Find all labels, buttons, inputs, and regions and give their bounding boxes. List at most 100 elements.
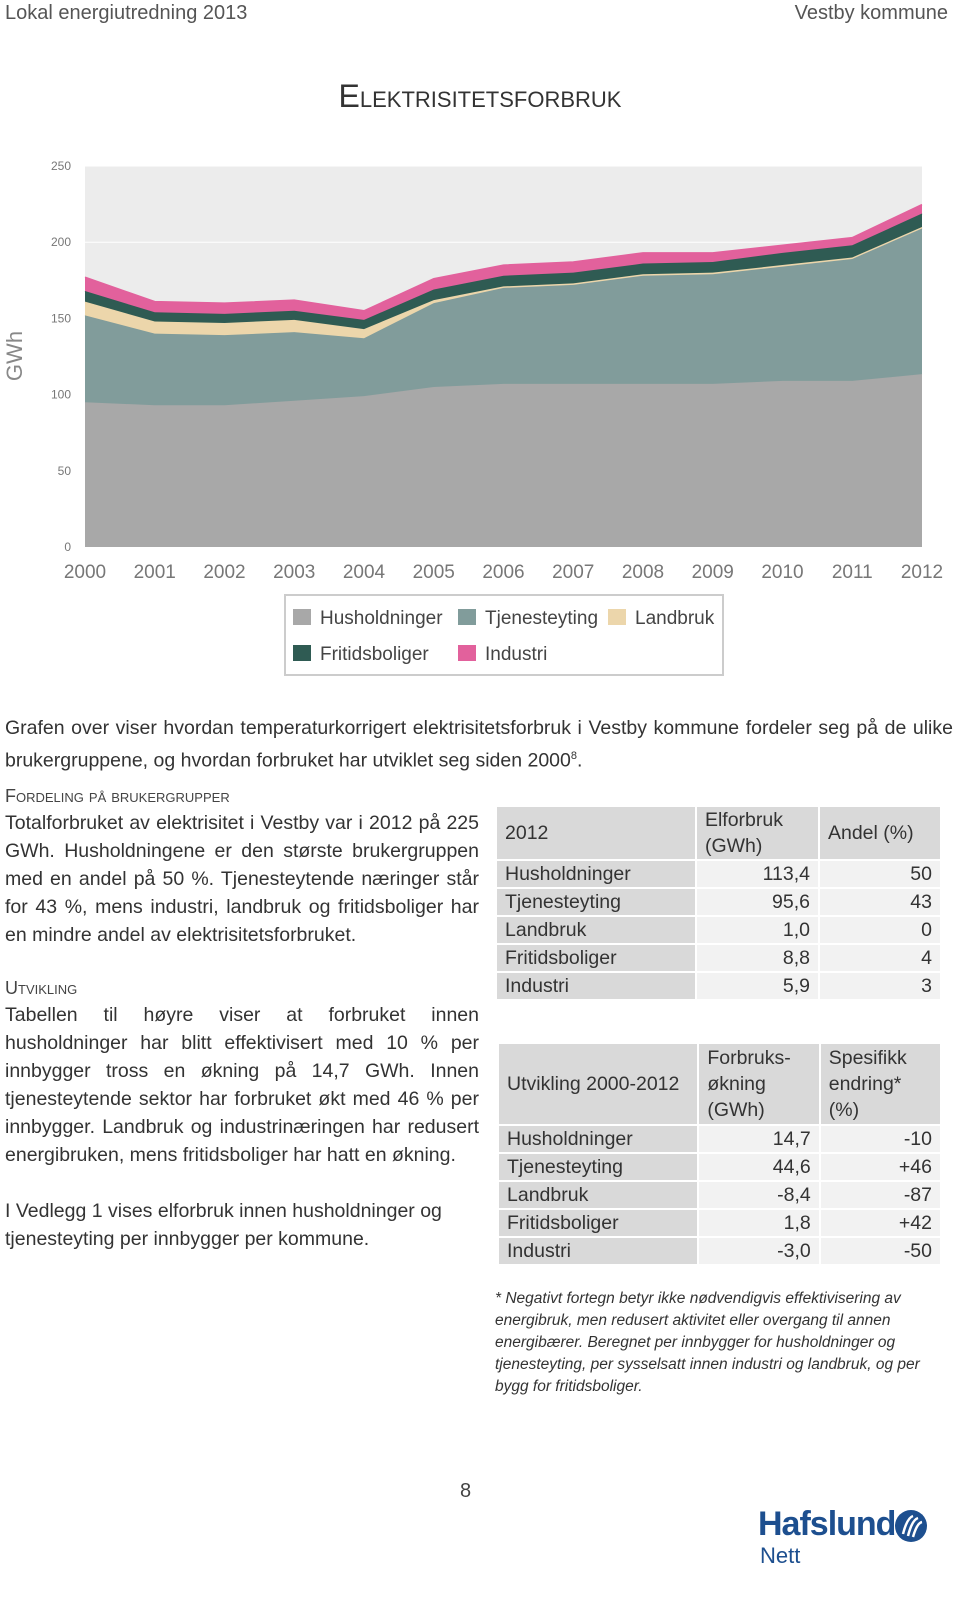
row: Husholdninger 14,7 -10	[496, 1124, 943, 1154]
value-cell: 1,0	[694, 915, 820, 945]
x-tick-label: 2008	[622, 562, 664, 583]
x-tick-label: 2007	[552, 562, 594, 583]
label-cell: Fritidsboliger	[496, 1208, 700, 1238]
label-cell: Industri	[495, 971, 697, 1001]
logo-icon	[895, 1510, 927, 1542]
row: Tjenesteyting 95,6 43	[495, 887, 943, 917]
label-cell: Industri	[496, 1236, 700, 1266]
y-tick-label: 0	[64, 540, 71, 554]
value-cell: 113,4	[694, 859, 820, 889]
row: Husholdninger 113,4 50	[495, 859, 943, 889]
area-fill	[85, 204, 922, 320]
section-heading: Utvikling	[5, 978, 78, 998]
paragraph: Totalforbruket av elektrisitet i Vestby …	[5, 812, 479, 946]
intro-text: Grafen over viser hvordan temperaturkorr…	[5, 717, 953, 772]
legend-label: Landbruk	[635, 608, 715, 629]
y-tick-label: 150	[51, 311, 71, 325]
section-heading: Fordeling på brukergrupper	[5, 786, 230, 806]
header-left: Lokal energiutredning 2013	[5, 2, 248, 24]
table-consumption: 2012 Elforbruk (GWh) Andel (%) Husholdninge…	[495, 805, 943, 1001]
x-tick-label: 2000	[64, 562, 106, 583]
row: Fritidsboliger 1,8 +42	[496, 1208, 943, 1238]
x-tick-label: 2011	[832, 562, 873, 583]
y-tick-label: 100	[51, 388, 71, 402]
left-column: Fordeling på brukergrupper Totalforbruke…	[5, 783, 479, 1253]
x-tick-label: 2005	[413, 562, 455, 583]
value-cell: 4	[817, 943, 943, 973]
area-fill	[85, 374, 922, 547]
header-cell: Spesifikk endring* (%)	[818, 1042, 943, 1126]
legend-label: Husholdninger	[320, 608, 443, 629]
label-cell: Tjenesteyting	[495, 887, 697, 917]
area-fill	[85, 226, 922, 339]
value-cell: +42	[818, 1208, 943, 1238]
header-cell: Forbruks- økning (GWh)	[697, 1042, 821, 1126]
y-tick-label: 200	[51, 235, 71, 249]
value-cell: 50	[817, 859, 943, 889]
value-cell: 5,9	[694, 971, 820, 1001]
x-tick-label: 2012	[901, 562, 943, 583]
value-cell: 44,6	[697, 1152, 821, 1182]
legend-swatch	[293, 645, 311, 661]
table-development: Utvikling 2000-2012 Forbruks- økning (GWh…	[496, 1042, 943, 1266]
value-cell: -87	[818, 1180, 943, 1210]
row: Landbruk 1,0 0	[495, 915, 943, 945]
legend-label: Industri	[485, 644, 547, 665]
y-tick-label: 50	[58, 464, 72, 478]
legend-swatch	[608, 609, 626, 625]
header-right: Vestby kommune	[794, 2, 948, 24]
legend-swatch	[458, 609, 476, 625]
page-number: 8	[460, 1480, 472, 1502]
y-axis-label: GWh	[2, 331, 27, 381]
logo-name: Hafslund	[758, 1505, 896, 1543]
area-fill	[85, 213, 922, 330]
x-tick-label: 2002	[203, 562, 245, 583]
header-cell: Andel (%)	[817, 805, 943, 861]
value-cell: 43	[817, 887, 943, 917]
x-tick-label: 2003	[273, 562, 315, 583]
value-cell: 0	[817, 915, 943, 945]
x-tick-label: 2004	[343, 562, 386, 583]
area-fill	[85, 228, 922, 406]
label-cell: Fritidsboliger	[495, 943, 697, 973]
x-tick-label: 2001	[134, 562, 176, 583]
x-tick-label: 2006	[482, 562, 524, 583]
label-cell: Landbruk	[496, 1180, 700, 1210]
value-cell: 14,7	[697, 1124, 821, 1154]
label-cell: Tjenesteyting	[496, 1152, 700, 1182]
value-cell: -50	[818, 1236, 943, 1266]
row: Industri -3,0 -50	[496, 1236, 943, 1266]
header-cell: Utvikling 2000-2012	[496, 1042, 700, 1126]
row: Landbruk -8,4 -87	[496, 1180, 943, 1210]
value-cell: -8,4	[697, 1180, 821, 1210]
row: Fritidsboliger 8,8 4	[495, 943, 943, 973]
legend-label: Fritidsboliger	[320, 644, 429, 665]
legend-label: Tjenesteyting	[485, 608, 598, 629]
y-tick-label: 250	[51, 159, 71, 173]
legend-swatch	[458, 645, 476, 661]
x-tick-label: 2010	[761, 562, 803, 583]
header-row: 2012 Elforbruk (GWh) Andel (%)	[495, 805, 943, 861]
intro-end: .	[577, 749, 583, 772]
row: Tjenesteyting 44,6 +46	[496, 1152, 943, 1182]
chart: GWh 0 50 100 150 200 250 2000 2001 2002 2003 2004 2…	[2, 159, 943, 676]
footnote: * Negativt fortegn betyr ikke nødvendigv…	[495, 1290, 920, 1395]
row: Industri 5,9 3	[495, 971, 943, 1001]
value-cell: 95,6	[694, 887, 820, 917]
area-top	[84, 203, 923, 312]
label-cell: Husholdninger	[495, 859, 697, 889]
header-row: Utvikling 2000-2012 Forbruks- økning (GWh…	[496, 1042, 943, 1126]
footnote-ref: 8	[570, 750, 577, 762]
label-cell: Husholdninger	[496, 1124, 700, 1154]
value-cell: +46	[818, 1152, 943, 1182]
legend-box	[284, 594, 724, 676]
label-cell: Landbruk	[495, 915, 697, 945]
value-cell: -3,0	[697, 1236, 821, 1266]
value-cell: 1,8	[697, 1208, 821, 1238]
value-cell: 8,8	[694, 943, 820, 973]
header-cell: Elforbruk (GWh)	[694, 805, 820, 861]
paragraph: Tabellen til høyre viser at forbruket in…	[5, 1004, 479, 1166]
intro: Grafen over viser hvordan temperaturkorr…	[5, 714, 953, 775]
paragraph: I Vedlegg 1 vises elforbruk innen hushol…	[5, 1200, 442, 1250]
